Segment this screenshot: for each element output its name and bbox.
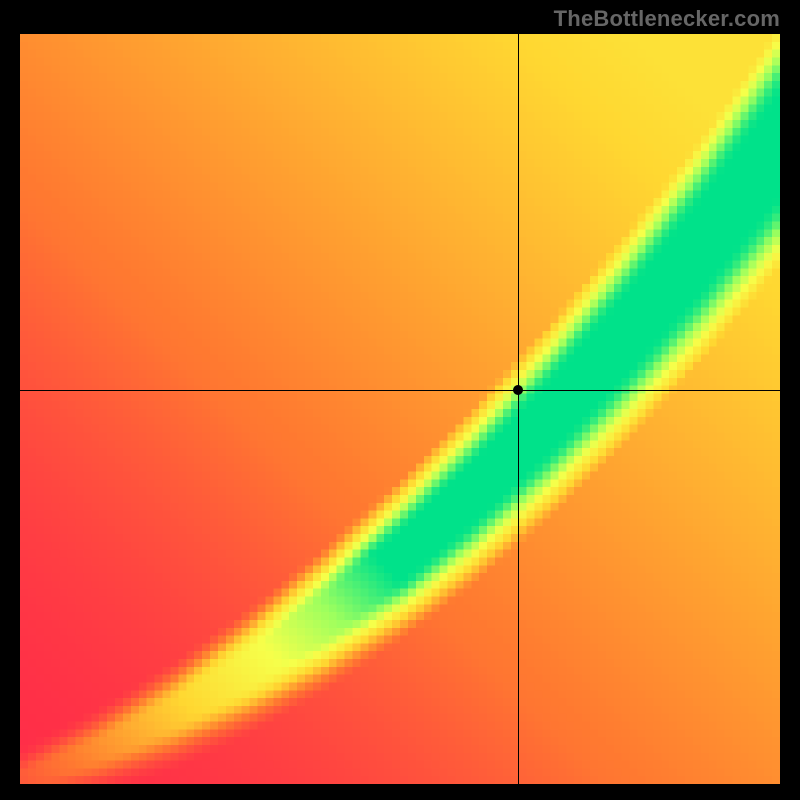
crosshair-horizontal bbox=[20, 390, 780, 391]
crosshair-vertical bbox=[518, 34, 519, 784]
attribution-text: TheBottlenecker.com bbox=[554, 6, 780, 32]
bottleneck-heatmap bbox=[20, 34, 780, 784]
chart-container: TheBottlenecker.com bbox=[0, 0, 800, 800]
crosshair-marker bbox=[513, 385, 523, 395]
